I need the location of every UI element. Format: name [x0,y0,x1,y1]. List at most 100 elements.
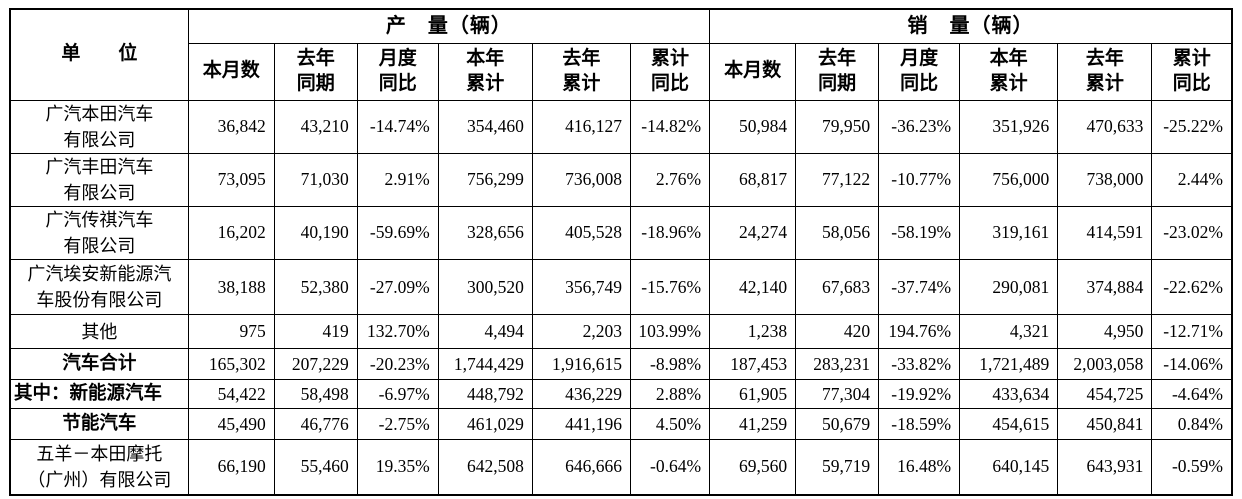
cell: 433,634 [959,379,1059,410]
cell: 19.35% [356,439,439,496]
cell: 414,591 [1057,205,1153,261]
cell: 448,792 [437,379,533,410]
cell: 374,884 [1057,259,1153,316]
cell: 42,140 [709,259,797,316]
cell: 470,633 [1057,99,1153,154]
header-prod-last-year-ytd: 去年 累计 [531,42,632,101]
cell: -18.59% [878,408,961,441]
cell: 642,508 [437,439,533,496]
cell: 43,210 [273,99,358,154]
cell: 416,127 [531,99,632,154]
cell: 1,238 [709,314,797,350]
cell: 2,003,058 [1057,348,1153,381]
cell: 4,950 [1057,314,1153,350]
cell: -22.62% [1151,259,1233,316]
group-header-sales: 销 量（辆） [709,8,1233,44]
table-row-gac-toyota: 广汽丰田汽车 有限公司 73,095 71,030 2.91% 756,299 … [9,152,1233,207]
group-header-production: 产 量（辆） [187,8,711,44]
cell: 41,259 [709,408,797,441]
cell: 71,030 [273,152,358,207]
cell: -59.69% [356,205,439,261]
cell: 319,161 [959,205,1059,261]
table-row-other: 其他 975 419 132.70% 4,494 2,203 103.99% 1… [9,314,1233,350]
cell: 419 [273,314,358,350]
cell: 77,122 [795,152,880,207]
cell: 2.91% [356,152,439,207]
corner-header-unit: 单 位 [9,8,189,101]
cell: 2.88% [630,379,711,410]
cell: 194.76% [878,314,961,350]
header-sales-last-year-ytd: 去年 累计 [1057,42,1153,101]
cell: 59,719 [795,439,880,496]
header-prod-current-month: 本月数 [187,42,275,101]
cell: 1,744,429 [437,348,533,381]
cell: -6.97% [356,379,439,410]
table-row-vehicle-total: 汽车合计 165,302 207,229 -20.23% 1,744,429 1… [9,348,1233,381]
cell: 420 [795,314,880,350]
cell: -18.96% [630,205,711,261]
cell: 405,528 [531,205,632,261]
cell: 132.70% [356,314,439,350]
cell: 454,725 [1057,379,1153,410]
cell: 450,841 [1057,408,1153,441]
table-row-wuyang-honda: 五羊－本田摩托 （广州）有限公司 66,190 55,460 19.35% 64… [9,439,1233,496]
header-prod-cumulative-yoy: 累计 同比 [630,42,711,101]
company-name: 五羊－本田摩托 （广州）有限公司 [9,439,189,496]
cell: 2.44% [1151,152,1233,207]
cell: 16.48% [878,439,961,496]
cell: -27.09% [356,259,439,316]
cell: 643,931 [1057,439,1153,496]
cell: -0.64% [630,439,711,496]
header-prod-last-year-same-period: 去年 同期 [273,42,358,101]
cell: -15.76% [630,259,711,316]
header-sales-ytd: 本年 累计 [959,42,1059,101]
cell: -36.23% [878,99,961,154]
cell: 16,202 [187,205,275,261]
cell: 1,721,489 [959,348,1059,381]
company-name: 广汽本田汽车 有限公司 [9,99,189,154]
table-row-gac-trumpchi: 广汽传祺汽车 有限公司 16,202 40,190 -59.69% 328,65… [9,205,1233,261]
row-label-energy-saving: 节能汽车 [9,408,189,441]
header-sales-last-year-same-period: 去年 同期 [795,42,880,101]
cell: 441,196 [531,408,632,441]
cell: -33.82% [878,348,961,381]
cell: 36,842 [187,99,275,154]
cell: 187,453 [709,348,797,381]
cell: 646,666 [531,439,632,496]
cell: 756,000 [959,152,1059,207]
cell: -37.74% [878,259,961,316]
cell: 165,302 [187,348,275,381]
cell: 736,008 [531,152,632,207]
header-prod-ytd: 本年 累计 [437,42,533,101]
cell: 58,498 [273,379,358,410]
cell: 38,188 [187,259,275,316]
cell: -10.77% [878,152,961,207]
cell: 61,905 [709,379,797,410]
cell: -4.64% [1151,379,1233,410]
cell: -20.23% [356,348,439,381]
cell: 66,190 [187,439,275,496]
cell: 77,304 [795,379,880,410]
cell: 69,560 [709,439,797,496]
company-name: 其他 [9,314,189,350]
cell: 55,460 [273,439,358,496]
cell: 356,749 [531,259,632,316]
company-name: 广汽传祺汽车 有限公司 [9,205,189,261]
cell: 351,926 [959,99,1059,154]
table-row-new-energy: 其中：新能源汽车 54,422 58,498 -6.97% 448,792 43… [9,379,1233,410]
cell: -14.06% [1151,348,1233,381]
table-row-energy-saving: 节能汽车 45,490 46,776 -2.75% 461,029 441,19… [9,408,1233,441]
cell: -14.74% [356,99,439,154]
table-row-gac-aion: 广汽埃安新能源汽 车股份有限公司 38,188 52,380 -27.09% 3… [9,259,1233,316]
cell: 207,229 [273,348,358,381]
cell: -2.75% [356,408,439,441]
row-label-vehicle-total: 汽车合计 [9,348,189,381]
cell: 454,615 [959,408,1059,441]
cell: 1,916,615 [531,348,632,381]
cell: 4,494 [437,314,533,350]
cell: 436,229 [531,379,632,410]
company-name: 广汽丰田汽车 有限公司 [9,152,189,207]
cell: -0.59% [1151,439,1233,496]
row-label-new-energy: 其中：新能源汽车 [9,379,189,410]
